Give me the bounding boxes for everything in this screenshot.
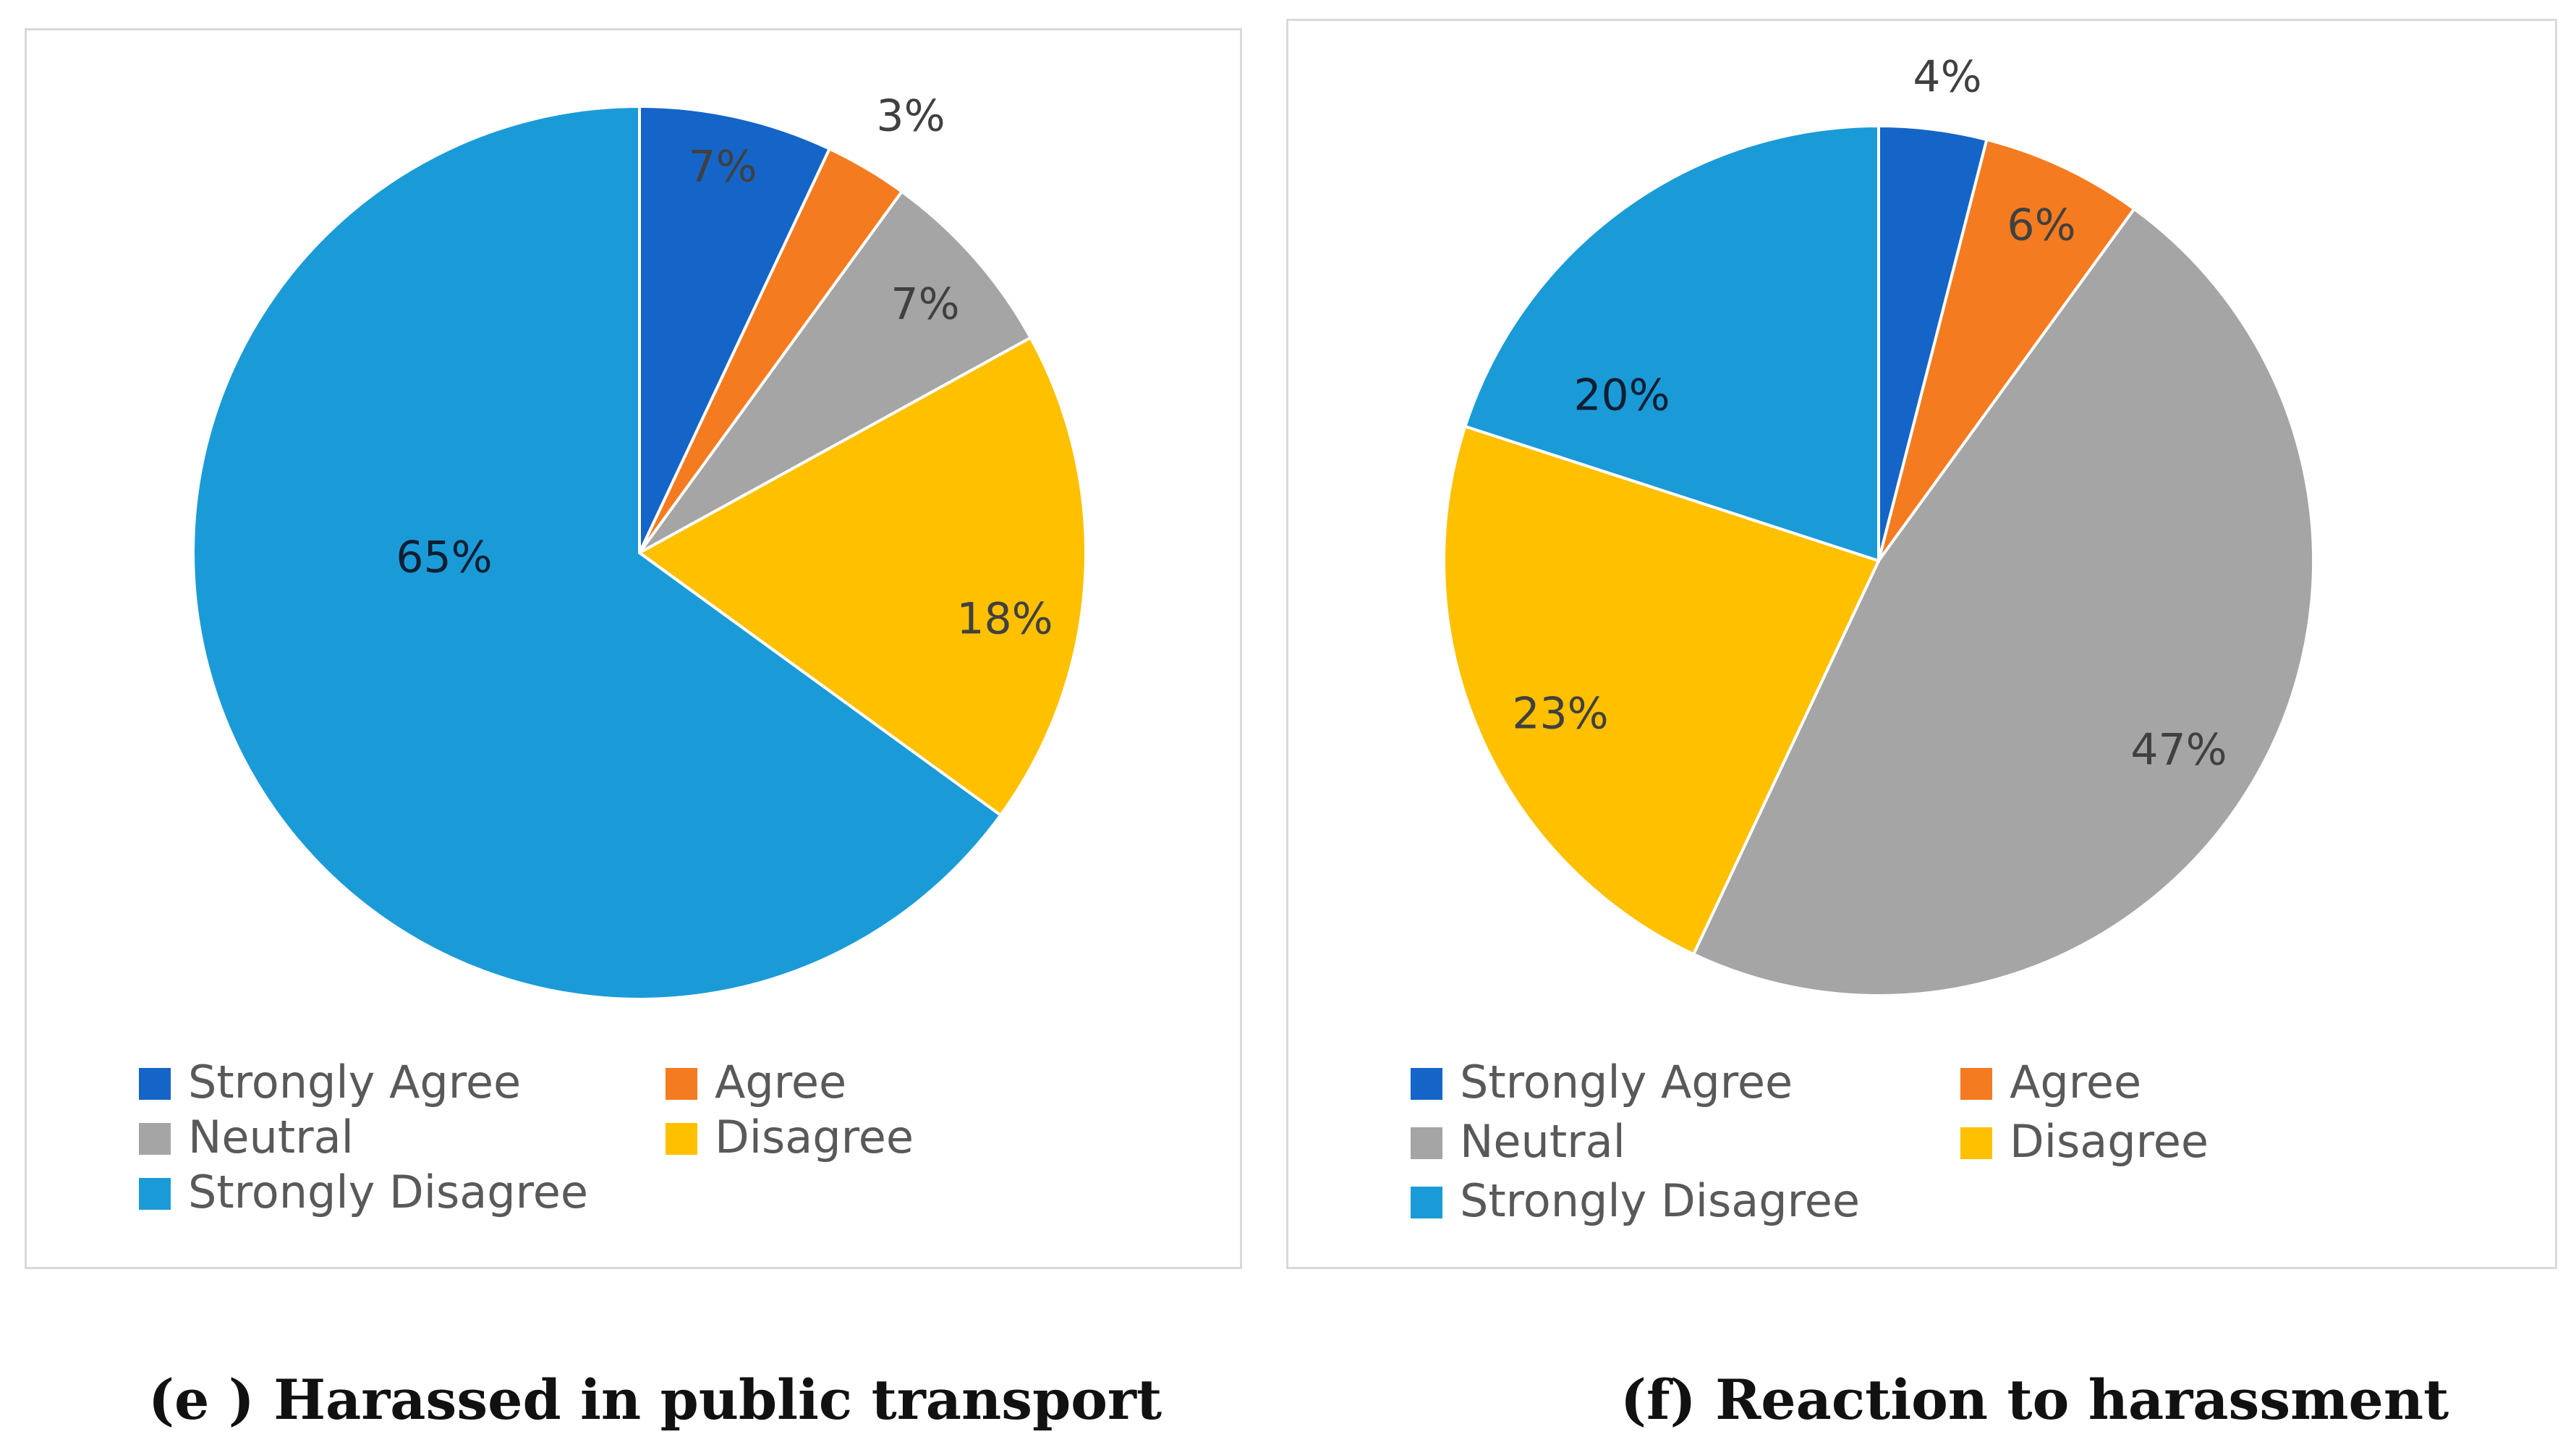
- caption-e: (e ) Harassed in public transport: [148, 1368, 1162, 1432]
- pie-slice-e-neutral: [638, 190, 1033, 554]
- pie-slice-f-neutral: [1691, 206, 2315, 997]
- legend-label-e-disagree: Disagree: [715, 1111, 914, 1163]
- legend-label-e-strongly-agree: Strongly Agree: [188, 1056, 521, 1108]
- data-label-e-neutral: 7%: [890, 279, 959, 330]
- legend-label-e-neutral: Neutral: [188, 1111, 354, 1163]
- legend-swatch-e-strongly-disagree: [139, 1178, 171, 1210]
- pie-slice-f-agree: [1877, 137, 2137, 562]
- pie-slice-e-strongly-agree: [638, 104, 832, 554]
- pie-slice-e-disagree: [637, 336, 1087, 818]
- legend-swatch-e-strongly-agree: [139, 1068, 171, 1100]
- pie-slice-f-disagree: [1442, 424, 1881, 957]
- data-label-f-strongly-agree: 4%: [1913, 52, 1981, 103]
- data-label-e-agree: 3%: [876, 91, 945, 142]
- legend-label-f-neutral: Neutral: [1460, 1115, 1625, 1168]
- legend-label-f-disagree: Disagree: [2010, 1115, 2209, 1168]
- legend-f: Strongly Agree Agree Neutral Disagree Strong…: [1411, 1056, 2209, 1227]
- legend-swatch-e-neutral: [139, 1123, 171, 1155]
- data-label-e-strongly-agree: 7%: [688, 142, 757, 192]
- pie-slice-f-strongly-disagree: [1463, 124, 1880, 563]
- legend-swatch-f-strongly-agree: [1411, 1068, 1442, 1100]
- pie-slice-e-strongly-disagree: [191, 104, 1003, 1001]
- legend-swatch-f-neutral: [1411, 1127, 1442, 1159]
- legend-swatch-e-disagree: [666, 1123, 697, 1155]
- data-label-e-strongly-disagree: 65%: [396, 533, 492, 583]
- legend-e: Strongly Agree Agree Neutral Disagree Strong…: [139, 1056, 914, 1218]
- legend-label-e-agree: Agree: [715, 1056, 846, 1108]
- legend-label-f-agree: Agree: [2010, 1056, 2141, 1108]
- data-label-f-neutral: 47%: [2130, 725, 2227, 776]
- data-label-f-agree: 6%: [2007, 200, 2075, 251]
- legend-swatch-e-agree: [666, 1068, 697, 1100]
- legend-label-e-strongly-disagree: Strongly Disagree: [188, 1166, 588, 1218]
- data-label-f-strongly-disagree: 20%: [1573, 370, 1670, 421]
- legend-swatch-f-agree: [1960, 1068, 1992, 1100]
- data-label-f-disagree: 23%: [1512, 689, 1608, 739]
- pie-chart-e: 7% 3% 7% 18% 65% Strongly Agree Agree Neutral Di…: [139, 91, 1087, 1218]
- data-label-e-disagree: 18%: [956, 594, 1053, 645]
- legend-swatch-f-strongly-disagree: [1411, 1187, 1442, 1218]
- legend-label-f-strongly-agree: Strongly Agree: [1460, 1056, 1793, 1108]
- legend-label-f-strongly-disagree: Strongly Disagree: [1460, 1174, 1860, 1227]
- caption-f: (f) Reaction to harassment: [1620, 1368, 2449, 1432]
- pie-chart-f: 4% 6% 47% 23% 20% Strongly Agree Agree Neutral D…: [1411, 52, 2315, 1227]
- legend-swatch-f-disagree: [1960, 1127, 1992, 1159]
